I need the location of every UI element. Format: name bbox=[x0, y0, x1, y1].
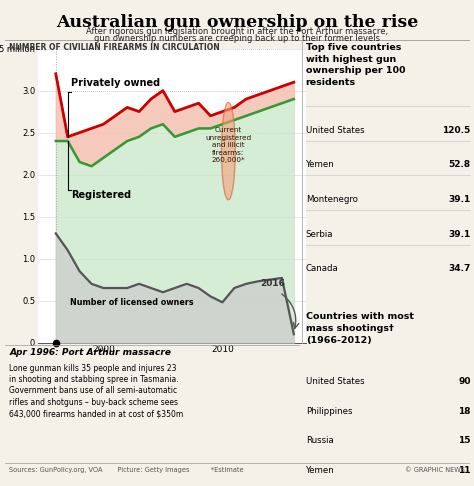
Text: 90: 90 bbox=[458, 377, 471, 386]
Text: Yemen: Yemen bbox=[306, 160, 335, 169]
Text: 39.1: 39.1 bbox=[448, 230, 471, 239]
Text: 15: 15 bbox=[458, 436, 471, 445]
Text: Registered: Registered bbox=[71, 190, 131, 200]
Text: Privately owned: Privately owned bbox=[71, 78, 160, 87]
Text: NUMBER OF CIVILIAN FIREARMS IN CIRCULATION: NUMBER OF CIVILIAN FIREARMS IN CIRCULATI… bbox=[9, 43, 220, 52]
Text: Lone gunman kills 35 people and injures 23
in shooting and stabbing spree in Tas: Lone gunman kills 35 people and injures … bbox=[9, 364, 184, 418]
Circle shape bbox=[221, 103, 235, 200]
Text: Yemen: Yemen bbox=[306, 466, 335, 475]
Text: United States: United States bbox=[306, 377, 365, 386]
Text: © GRAPHIC NEWS: © GRAPHIC NEWS bbox=[405, 467, 465, 472]
Text: Montenegro: Montenegro bbox=[306, 195, 357, 204]
Text: United States: United States bbox=[306, 126, 365, 135]
Text: 120.5: 120.5 bbox=[442, 126, 471, 135]
Text: 34.7: 34.7 bbox=[448, 264, 471, 273]
Text: Canada: Canada bbox=[306, 264, 338, 273]
Text: 52.8: 52.8 bbox=[448, 160, 471, 169]
Text: Apr 1996: Port Arthur massacre: Apr 1996: Port Arthur massacre bbox=[9, 348, 172, 358]
Text: 18: 18 bbox=[458, 407, 471, 416]
Text: Number of licensed owners: Number of licensed owners bbox=[70, 298, 194, 307]
Text: 11: 11 bbox=[458, 466, 471, 475]
Text: After rigorous gun legislation brought in after the Port Arthur massacre,: After rigorous gun legislation brought i… bbox=[86, 27, 388, 36]
Text: 2016: 2016 bbox=[261, 278, 285, 288]
Text: 39.1: 39.1 bbox=[448, 195, 471, 204]
Text: Australian gun ownership on the rise: Australian gun ownership on the rise bbox=[56, 14, 418, 31]
Text: Current
unregistered
and illicit
firearms:
260,000*: Current unregistered and illicit firearm… bbox=[205, 127, 252, 163]
Text: gun ownership numbers are creeping back up to their former levels: gun ownership numbers are creeping back … bbox=[94, 34, 380, 43]
Text: Sources: GunPolicy.org, VOA       Picture: Getty Images          *Estimate: Sources: GunPolicy.org, VOA Picture: Get… bbox=[9, 467, 244, 472]
Text: Top five countries
with highest gun
ownership per 100
residents: Top five countries with highest gun owne… bbox=[306, 43, 405, 87]
Text: Philippines: Philippines bbox=[306, 407, 352, 416]
Text: Countries with most
mass shootings†
(1966-2012): Countries with most mass shootings† (196… bbox=[306, 312, 414, 345]
Text: Russia: Russia bbox=[306, 436, 334, 445]
Text: Serbia: Serbia bbox=[306, 230, 333, 239]
